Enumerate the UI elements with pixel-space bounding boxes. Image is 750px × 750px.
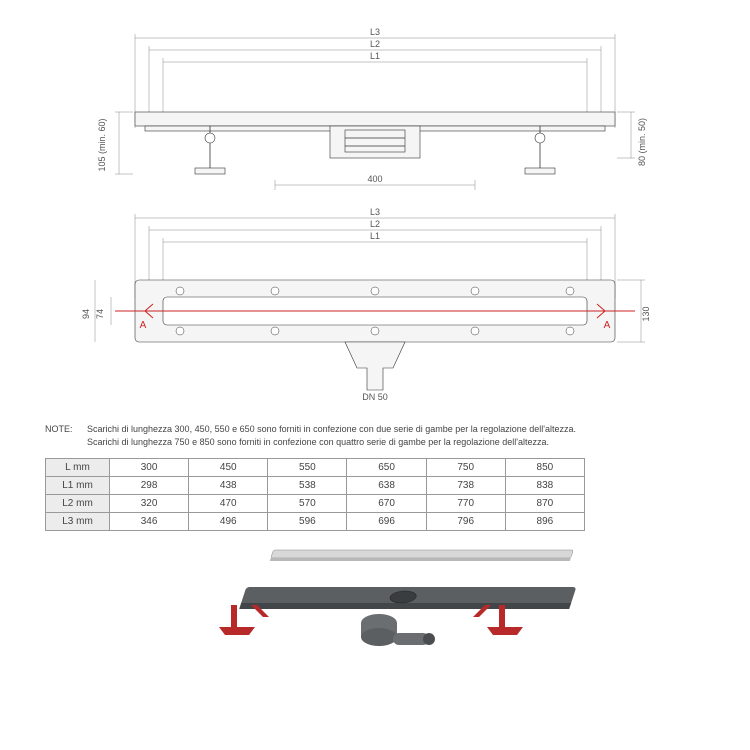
trap-assembly <box>361 614 435 646</box>
svg-text:L3: L3 <box>370 207 380 217</box>
svg-text:74: 74 <box>95 309 105 319</box>
adjustable-leg-left <box>219 605 269 635</box>
svg-text:L1: L1 <box>370 231 380 241</box>
note-line-1: Scarichi di lunghezza 300, 450, 550 e 65… <box>87 424 576 434</box>
dim-l1-label: L1 <box>370 51 380 61</box>
table-row: L2 mm 320470570670770870 <box>46 495 585 513</box>
dim-l3-label: L3 <box>370 27 380 37</box>
channel-top-profile <box>135 112 615 126</box>
elevation-drawing: L3 L2 L1 400 105 (min. 60) 80 (min. 50) <box>45 20 705 200</box>
drain-outlet <box>345 342 405 390</box>
table-row: L3 mm 346496596696796896 <box>46 513 585 531</box>
dim-left-height: 105 (min. 60) <box>97 118 107 171</box>
dim-base-width: 400 <box>367 174 382 184</box>
note-block: NOTE:Scarichi di lunghezza 300, 450, 550… <box>45 423 705 448</box>
row-header: L3 mm <box>46 513 110 531</box>
section-marker-left: A <box>140 320 147 331</box>
dimension-table: L mm 300450550650750850 L1 mm 2984385386… <box>45 458 585 531</box>
leg-right <box>525 126 555 174</box>
table-row: L1 mm 298438538638738838 <box>46 477 585 495</box>
section-marker-right: A <box>604 320 611 331</box>
dim-drain: DN 50 <box>362 392 388 402</box>
row-header: L2 mm <box>46 495 110 513</box>
grate-cover <box>271 550 574 558</box>
dim-right-height: 80 (min. 50) <box>637 118 647 166</box>
plan-drawing: L3 L2 L1 A A DN 50 74 94 130 <box>45 200 705 415</box>
note-label: NOTE: <box>45 423 87 436</box>
adjustable-leg-right <box>473 605 523 635</box>
dim-l2-label: L2 <box>370 39 380 49</box>
product-render <box>165 545 585 655</box>
svg-text:130: 130 <box>641 306 651 321</box>
svg-text:L2: L2 <box>370 219 380 229</box>
svg-text:94: 94 <box>81 309 91 319</box>
row-header: L1 mm <box>46 477 110 495</box>
leg-left <box>195 126 225 174</box>
row-header: L mm <box>46 459 110 477</box>
table-row: L mm 300450550650750850 <box>46 459 585 477</box>
note-line-2: Scarichi di lunghezza 750 e 850 sono for… <box>87 437 549 447</box>
